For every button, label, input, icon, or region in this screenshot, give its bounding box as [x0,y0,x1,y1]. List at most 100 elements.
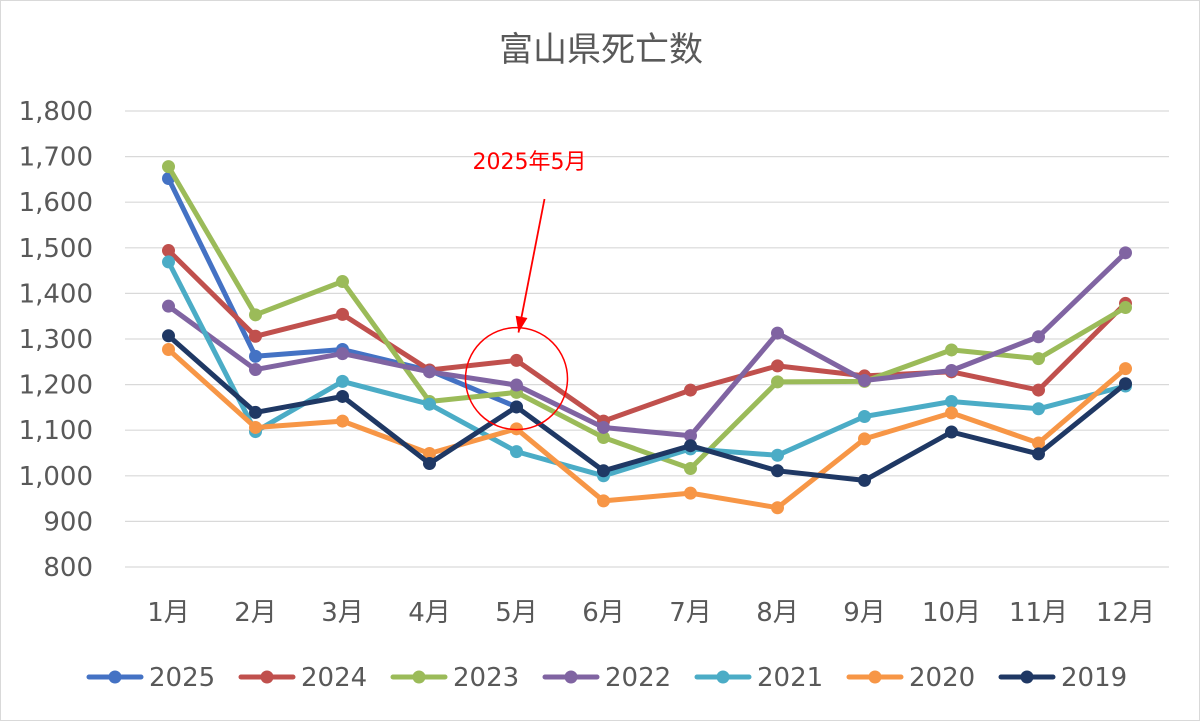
y-tick-label: 1,200 [19,371,93,401]
data-point [684,486,697,500]
series-line [166,176,519,410]
data-point [1032,402,1045,416]
data-point [510,378,523,392]
y-tick-label: 1,000 [19,462,93,492]
legend-label: 2019 [1061,663,1127,693]
data-point [1032,352,1045,366]
legend-marker [564,670,578,684]
series-line [166,333,1128,483]
data-point [684,429,697,443]
y-tick-label: 1,800 [19,97,93,127]
data-point [771,359,784,373]
x-tick-label: 10月 [922,598,981,628]
legend-marker [412,670,426,684]
data-point [771,448,784,462]
data-point [771,464,784,478]
series-line [166,347,1128,511]
x-tick-label: 3月 [321,598,364,628]
annotation-arrow-shaft [517,198,546,333]
series-layer [162,160,1132,515]
data-point [249,308,262,322]
data-point [771,326,784,340]
legend-layer: 2025 2024 2023 2022 2021 2020 2019 [86,663,1127,693]
data-point [1119,377,1132,391]
data-point [1119,362,1132,376]
y-tick-label: 1,700 [19,143,93,173]
x-tick-label: 11月 [1009,598,1068,628]
data-point [423,446,436,460]
data-point [510,422,523,436]
data-point [510,400,523,414]
x-tick-label: 7月 [669,598,712,628]
data-point [162,244,175,258]
data-point [162,299,175,313]
annotation-arrow-head [515,315,528,333]
axis-layer: 800 900 1,000 1,100 1,200 1,300 1,400 1,500 1,60… [19,97,1155,628]
legend-marker [868,670,882,684]
annotation-circle [464,326,569,431]
y-tick-label: 800 [43,553,93,583]
data-point [1032,383,1045,397]
legend-marker [108,670,122,684]
y-tick-label: 1,500 [19,234,93,264]
data-point [336,275,349,289]
data-point [858,473,871,487]
data-point [945,406,958,420]
data-point [162,342,175,356]
data-point [423,397,436,411]
legend-item: 2024 [238,663,367,693]
data-point [597,430,610,444]
legend-item: 2022 [542,663,671,693]
series-2023 [162,160,1132,476]
grid-layer [125,110,1169,568]
data-point [249,363,262,377]
data-point [423,365,436,379]
data-point [249,420,262,434]
series-2022 [162,246,1132,443]
data-point [336,374,349,388]
data-point [1119,246,1132,260]
legend-item: 2020 [846,663,975,693]
y-tick-label: 900 [43,507,93,537]
data-point [597,494,610,508]
data-point [945,394,958,408]
data-point [336,307,349,321]
series-2020 [162,342,1132,515]
data-point [771,375,784,389]
legend-label: 2022 [605,663,671,693]
data-point [771,501,784,515]
data-point [1032,447,1045,461]
legend-item: 2021 [694,663,823,693]
series-2021 [162,255,1132,483]
data-point [336,414,349,428]
data-point [162,160,175,174]
data-point [858,373,871,387]
data-point [858,410,871,424]
series-line [166,164,1128,471]
data-point [336,347,349,361]
x-tick-label: 2月 [234,598,277,628]
legend-marker [260,670,274,684]
x-tick-label: 12月 [1096,598,1155,628]
annotation-layer: 2025年5月 [464,150,587,431]
legend-label: 2023 [453,663,519,693]
chart-title: 富山県死亡数 [499,30,703,70]
data-point [249,349,262,363]
y-tick-label: 1,100 [19,416,93,446]
data-point [1032,330,1045,344]
data-point [1032,436,1045,450]
legend-item: 2025 [86,663,215,693]
legend-label: 2024 [301,663,367,693]
y-tick-label: 1,600 [19,188,93,218]
data-point [945,363,958,377]
data-point [1119,301,1132,315]
series-line [166,248,1128,424]
data-point [162,329,175,343]
x-tick-label: 5月 [495,598,538,628]
data-point [858,432,871,446]
data-point [162,255,175,269]
legend-label: 2020 [909,663,975,693]
data-point [510,353,523,367]
x-tick-label: 9月 [843,598,886,628]
